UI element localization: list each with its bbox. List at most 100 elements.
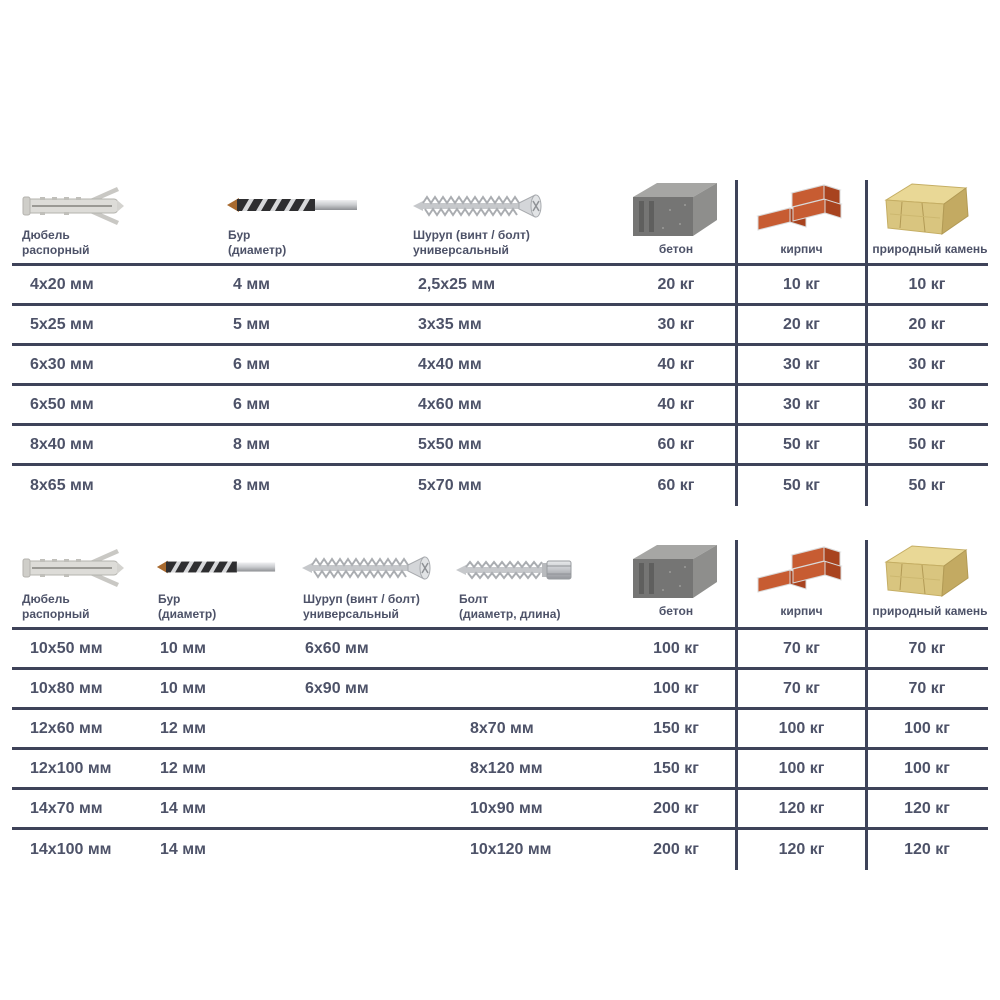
table-row: 10x80 мм 10 мм 6x90 мм 100 кг 70 кг 70 к… [12, 670, 988, 710]
drill-bit-icon [227, 198, 357, 212]
cell-load-concrete: 100 кг [653, 639, 699, 657]
material-label-stone: природный камень [872, 242, 988, 256]
cell-load-brick: 100 кг [778, 759, 825, 777]
header-line: распорный [22, 243, 90, 257]
cell-load-concrete: 200 кг [653, 799, 699, 817]
header-line: Бур [228, 228, 251, 242]
table-row: 5x25 мм 5 мм 3x35 мм 30 кг 20 кг 20 кг [12, 306, 988, 346]
cell-load-concrete: 30 кг [657, 315, 695, 333]
cell-load-stone: 120 кг [904, 799, 950, 817]
header-line: Шуруп (винт / болт) [413, 228, 530, 242]
cell-load-brick: 70 кг [783, 679, 820, 697]
material-label-concrete: бетон [658, 604, 694, 618]
cell-drill: 14 мм [160, 841, 206, 858]
cell-load-stone: 50 кг [908, 477, 946, 494]
table-header: Дюбель распорный Бур (диаметр) [12, 540, 988, 630]
table-row: 4x20 мм 4 мм 2,5x25 мм 20 кг 10 кг 10 кг [12, 266, 988, 306]
table-row: 6x30 мм 6 мм 4x40 мм 40 кг 30 кг 30 кг [12, 346, 988, 386]
column-header-drill: Бур (диаметр) [158, 592, 216, 622]
material-label-concrete: бетон [658, 242, 694, 256]
material-label-stone: природный камень [872, 604, 988, 618]
cell-bolt: 10x90 мм [470, 799, 543, 817]
table-row: 12x100 мм 12 мм 8x120 мм 150 кг 100 кг 1… [12, 750, 988, 790]
material-label-brick: кирпич [780, 242, 823, 256]
cell-screw: 4x40 мм [418, 355, 482, 373]
header-line: Болт [459, 592, 489, 606]
cell-screw: 4x60 мм [418, 395, 482, 413]
cell-load-concrete: 150 кг [653, 719, 699, 737]
cell-load-stone: 100 кг [904, 759, 950, 777]
material-label-brick: кирпич [780, 604, 823, 618]
stone-icon [884, 183, 969, 236]
cell-screw: 6x90 мм [305, 679, 369, 697]
cell-load-concrete: 60 кг [657, 435, 695, 453]
cell-load-stone: 20 кг [908, 315, 946, 333]
table-row: 10x50 мм 10 мм 6x60 мм 100 кг 70 кг 70 к… [12, 630, 988, 670]
cell-load-stone: 70 кг [908, 639, 946, 657]
cell-drill: 8 мм [233, 435, 271, 453]
header-line: Бур [158, 592, 181, 606]
cell-load-concrete: 200 кг [653, 841, 699, 858]
cell-drill: 10 мм [160, 679, 206, 697]
cell-dowel: 6x50 мм [30, 395, 94, 413]
header-line: (диаметр) [158, 607, 217, 621]
header-line: Дюбель [22, 592, 70, 606]
column-divider [735, 180, 738, 506]
cell-dowel: 12x60 мм [30, 719, 103, 737]
header-line: (диаметр) [228, 243, 287, 257]
cell-load-stone: 70 кг [908, 679, 946, 697]
dowel-table-small-sizes: Дюбель распорный Бур (диаметр) [12, 180, 988, 506]
dowel-icon [22, 187, 124, 225]
table-row: 8x65 мм 8 мм 5x70 мм 60 кг 50 кг 50 кг [12, 466, 988, 506]
cell-dowel: 12x100 мм [30, 759, 112, 777]
header-line: Дюбель [22, 228, 70, 242]
header-line: Шуруп (винт / болт) [303, 592, 420, 606]
cell-bolt: 8x120 мм [470, 759, 543, 777]
drill-bit-icon [156, 560, 276, 574]
cell-load-brick: 100 кг [778, 719, 825, 737]
header-line: универсальный [303, 607, 399, 621]
cell-dowel: 14x70 мм [30, 799, 103, 817]
cell-dowel: 8x40 мм [30, 435, 94, 453]
screw-icon [413, 194, 542, 218]
cell-load-brick: 30 кг [783, 395, 820, 413]
header-line: универсальный [413, 243, 509, 257]
column-header-bolt: Болт (диаметр, длина) [459, 592, 560, 622]
cell-load-stone: 120 кг [904, 841, 950, 858]
concrete-block-icon [633, 183, 717, 236]
cell-drill: 8 мм [233, 477, 271, 494]
column-divider [865, 180, 868, 506]
cell-drill: 6 мм [233, 355, 271, 373]
cell-load-brick: 50 кг [783, 477, 820, 494]
cell-bolt: 8x70 мм [470, 719, 534, 737]
cell-load-brick: 10 кг [783, 275, 820, 293]
header-line: распорный [22, 607, 90, 621]
cell-load-brick: 30 кг [783, 355, 820, 373]
bolt-icon [456, 560, 572, 580]
cell-screw: 3x35 мм [418, 315, 482, 333]
cell-dowel: 14x100 мм [30, 841, 112, 858]
cell-load-stone: 100 кг [904, 719, 950, 737]
table-row: 14x100 мм 14 мм 10x120 мм 200 кг 120 кг … [12, 830, 988, 870]
cell-drill: 12 мм [160, 719, 206, 737]
stone-icon [884, 545, 969, 598]
cell-load-concrete: 40 кг [657, 355, 695, 373]
cell-load-concrete: 150 кг [653, 759, 699, 777]
cell-load-brick: 120 кг [778, 841, 825, 858]
column-header-screw: Шуруп (винт / болт) универсальный [413, 228, 530, 258]
cell-drill: 14 мм [160, 799, 206, 817]
column-divider [865, 540, 868, 870]
cell-drill: 4 мм [233, 275, 271, 293]
cell-screw: 6x60 мм [305, 639, 369, 657]
table-row: 14x70 мм 14 мм 10x90 мм 200 кг 120 кг 12… [12, 790, 988, 830]
column-divider [735, 540, 738, 870]
header-line: (диаметр, длина) [459, 607, 561, 621]
cell-dowel: 10x50 мм [30, 639, 103, 657]
screw-icon [302, 556, 431, 580]
cell-drill: 12 мм [160, 759, 206, 777]
column-header-dowel: Дюбель распорный [22, 592, 89, 622]
cell-load-stone: 30 кг [908, 395, 946, 413]
cell-drill: 6 мм [233, 395, 271, 413]
cell-bolt: 10x120 мм [470, 841, 552, 858]
